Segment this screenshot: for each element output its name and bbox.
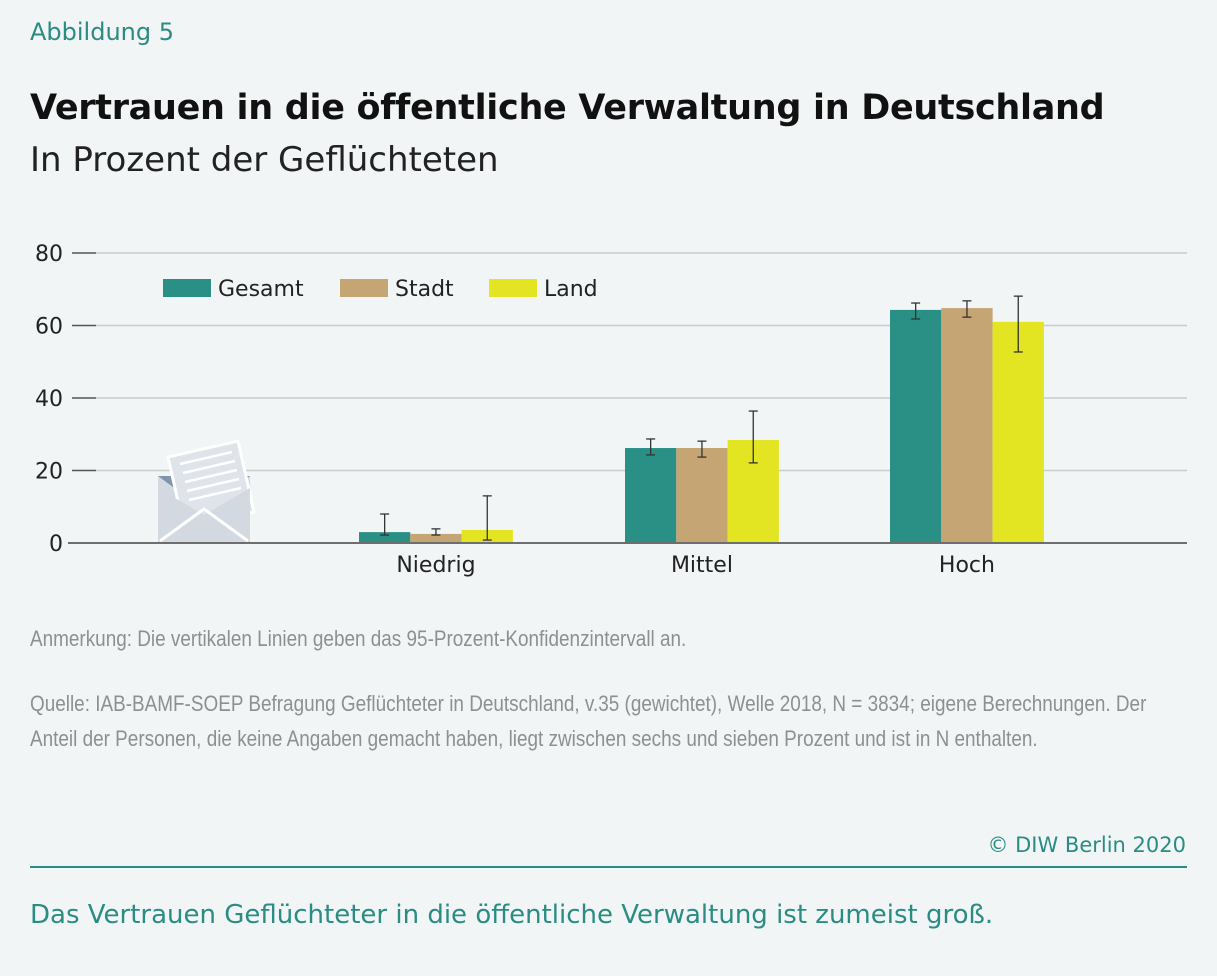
chart-subtitle: In Prozent der Geflüchteten — [30, 140, 499, 180]
error-bar-stadt-hoch — [962, 300, 972, 318]
source-text: Quelle: IAB-BAMF-SOEP Befragung Geflücht… — [30, 691, 1147, 751]
x-tick-label: Mittel — [671, 553, 733, 578]
legend-item-gesamt: Gesamt — [163, 277, 304, 302]
error-bar-land-mittel — [748, 410, 758, 464]
error-bar-land-hoch — [1013, 295, 1023, 353]
legend-swatch — [163, 279, 211, 297]
x-tick-label: Niedrig — [396, 553, 475, 578]
y-tick-label: 80 — [35, 242, 63, 267]
y-tick-label: 60 — [35, 315, 63, 340]
bar-stadt-hoch — [941, 308, 993, 543]
error-bar-gesamt-niedrig — [380, 513, 390, 536]
error-bars — [380, 295, 1023, 541]
legend-label: Stadt — [395, 277, 454, 302]
legend-label: Gesamt — [218, 277, 304, 302]
legend-label: Land — [544, 277, 598, 302]
divider — [30, 866, 1187, 868]
y-tick-label: 0 — [49, 532, 63, 557]
legend: Gesamt Stadt Land — [163, 277, 598, 302]
chart-title: Vertrauen in die öffentliche Verwaltung … — [30, 88, 1105, 128]
legend-swatch — [340, 279, 388, 297]
error-bar-gesamt-hoch — [911, 302, 921, 320]
bar-gesamt-hoch — [890, 309, 942, 543]
error-bar-gesamt-mittel — [646, 438, 656, 456]
note-text: Anmerkung: Die vertikalen Linien geben d… — [30, 626, 687, 651]
figure-label: Abbildung 5 — [30, 18, 175, 46]
y-tick-label: 20 — [35, 460, 63, 485]
x-tick-label: Hoch — [939, 553, 995, 578]
legend-swatch — [489, 279, 537, 297]
legend-item-stadt: Stadt — [340, 277, 454, 302]
error-bar-land-niedrig — [482, 495, 492, 541]
bar-chart: 0 20 40 60 80 Niedrig Mittel Hoch Gesamt Stadt L… — [35, 242, 1187, 578]
error-bar-stadt-mittel — [697, 440, 707, 458]
bar-gesamt-niedrig — [359, 532, 411, 543]
error-bar-stadt-niedrig — [431, 528, 441, 536]
bars — [359, 308, 1044, 543]
legend-item-land: Land — [489, 277, 598, 302]
bar-stadt-mittel — [676, 448, 728, 543]
envelope-with-letter-icon — [158, 439, 256, 543]
bar-land-hoch — [992, 321, 1044, 543]
y-tick-label: 40 — [35, 387, 63, 412]
y-axis: 0 20 40 60 80 — [35, 242, 96, 557]
copyright: © DIW Berlin 2020 — [987, 833, 1186, 857]
bar-gesamt-mittel — [625, 448, 677, 543]
x-tick-labels: Niedrig Mittel Hoch — [396, 553, 995, 578]
bar-stadt-niedrig — [410, 533, 462, 543]
takeaway-text: Das Vertrauen Geflüchteter in die öffent… — [30, 900, 994, 930]
